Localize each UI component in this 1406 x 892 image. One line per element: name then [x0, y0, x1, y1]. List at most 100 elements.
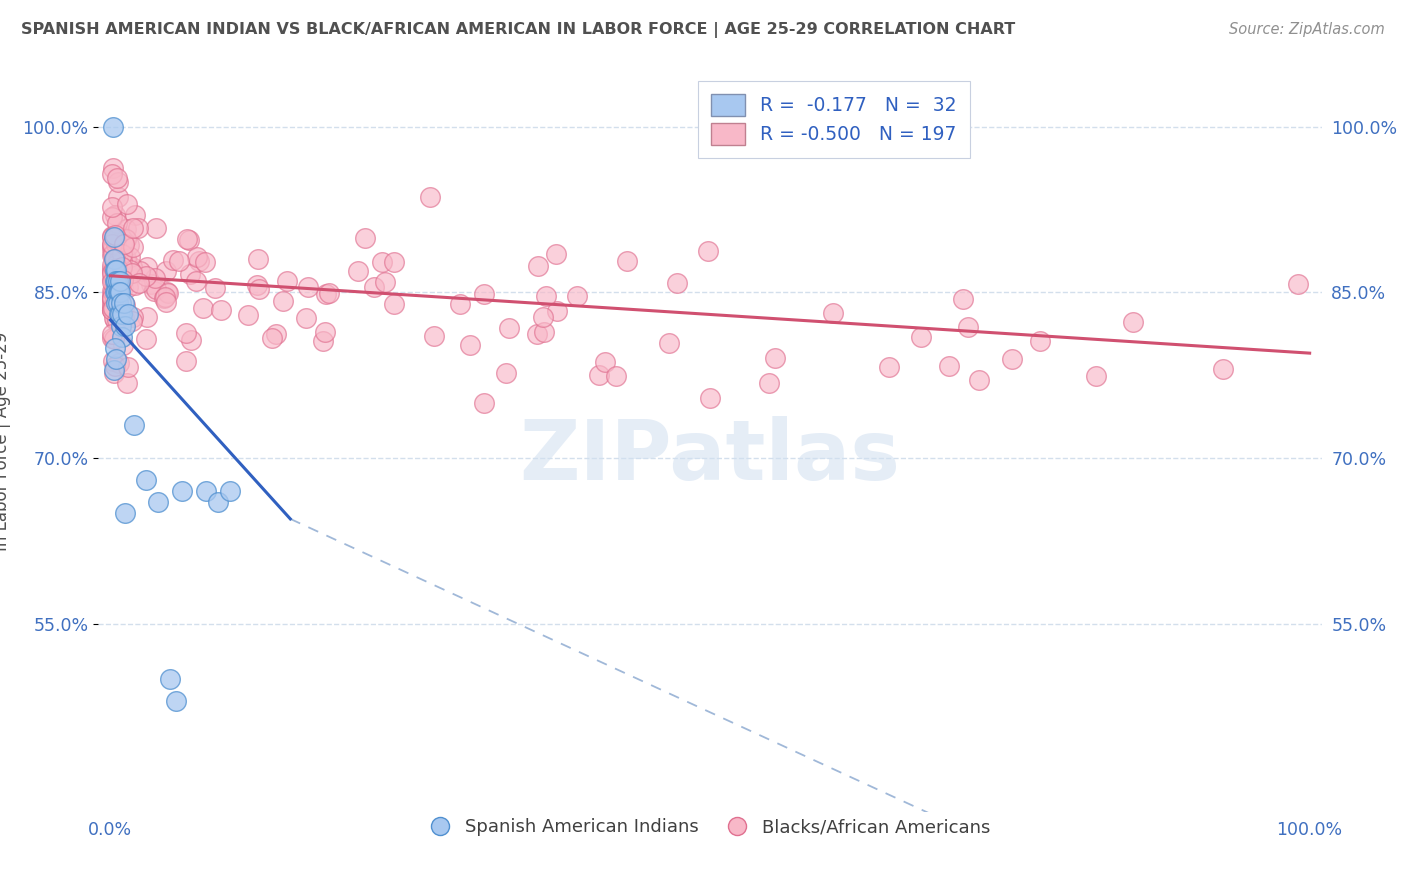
Point: [176, 232, 198, 246]
Point: [101, 297, 124, 311]
Point: [100, 238, 122, 252]
Point: [110, 296, 132, 310]
Point: [100, 230, 122, 244]
Point: [100, 292, 122, 306]
Point: [145, 282, 167, 296]
Point: [115, 376, 138, 390]
Point: [382, 297, 405, 311]
Point: [114, 298, 136, 312]
Point: [101, 120, 124, 134]
Point: [100, 262, 122, 277]
Point: [100, 275, 122, 289]
Point: [115, 254, 138, 268]
Point: [697, 244, 720, 258]
Point: [605, 369, 627, 384]
Point: [135, 473, 157, 487]
Point: [105, 274, 128, 288]
Point: [193, 301, 215, 315]
Point: [148, 495, 170, 509]
Point: [124, 417, 146, 432]
Point: [347, 264, 370, 278]
Point: [100, 211, 122, 225]
Point: [186, 250, 208, 264]
Point: [370, 255, 392, 269]
Point: [105, 351, 128, 366]
Point: [877, 359, 900, 374]
Point: [107, 175, 129, 189]
Point: [155, 264, 177, 278]
Point: [101, 228, 124, 243]
Point: [419, 190, 441, 204]
Point: [118, 238, 141, 252]
Point: [103, 298, 125, 312]
Point: [374, 275, 396, 289]
Point: [107, 285, 129, 300]
Point: [107, 216, 129, 230]
Point: [112, 338, 135, 352]
Point: [143, 284, 166, 298]
Text: ZIPatlas: ZIPatlas: [520, 416, 900, 497]
Point: [103, 274, 125, 288]
Point: [115, 221, 138, 235]
Point: [105, 235, 128, 249]
Point: [544, 246, 567, 260]
Point: [103, 332, 125, 346]
Point: [474, 287, 496, 301]
Point: [273, 293, 295, 308]
Point: [107, 253, 129, 268]
Point: [107, 274, 129, 288]
Point: [128, 276, 150, 290]
Point: [100, 285, 122, 299]
Point: [156, 285, 179, 299]
Point: [108, 227, 131, 241]
Point: [104, 278, 127, 293]
Point: [104, 285, 127, 300]
Point: [658, 336, 681, 351]
Point: [315, 287, 337, 301]
Point: [124, 278, 146, 293]
Point: [135, 269, 157, 284]
Point: [104, 290, 127, 304]
Point: [1122, 315, 1144, 329]
Point: [103, 366, 125, 380]
Point: [136, 310, 159, 324]
Point: [103, 230, 125, 244]
Point: [103, 262, 125, 277]
Point: [107, 355, 129, 369]
Point: [763, 351, 786, 365]
Point: [180, 333, 202, 347]
Point: [100, 289, 122, 303]
Point: [120, 266, 142, 280]
Point: [179, 267, 201, 281]
Point: [104, 252, 127, 266]
Y-axis label: In Labor Force | Age 25-29: In Labor Force | Age 25-29: [0, 332, 11, 551]
Point: [262, 330, 284, 344]
Point: [121, 314, 143, 328]
Point: [153, 289, 176, 303]
Text: SPANISH AMERICAN INDIAN VS BLACK/AFRICAN AMERICAN IN LABOR FORCE | AGE 25-29 COR: SPANISH AMERICAN INDIAN VS BLACK/AFRICAN…: [21, 22, 1015, 38]
Point: [174, 326, 197, 340]
Point: [105, 263, 128, 277]
Point: [1286, 277, 1309, 292]
Point: [588, 368, 610, 382]
Point: [110, 246, 132, 260]
Point: [297, 280, 319, 294]
Point: [266, 327, 288, 342]
Point: [128, 264, 150, 278]
Legend: Spanish American Indians, Blacks/African Americans: Spanish American Indians, Blacks/African…: [422, 811, 998, 844]
Point: [103, 252, 125, 267]
Point: [100, 301, 122, 315]
Point: [472, 396, 495, 410]
Point: [117, 279, 139, 293]
Point: [100, 272, 122, 286]
Point: [111, 233, 134, 247]
Point: [103, 362, 125, 376]
Point: [101, 301, 124, 315]
Point: [103, 311, 125, 326]
Point: [382, 255, 405, 269]
Point: [174, 354, 197, 368]
Point: [114, 318, 136, 333]
Point: [534, 289, 557, 303]
Point: [318, 285, 340, 300]
Point: [105, 258, 128, 272]
